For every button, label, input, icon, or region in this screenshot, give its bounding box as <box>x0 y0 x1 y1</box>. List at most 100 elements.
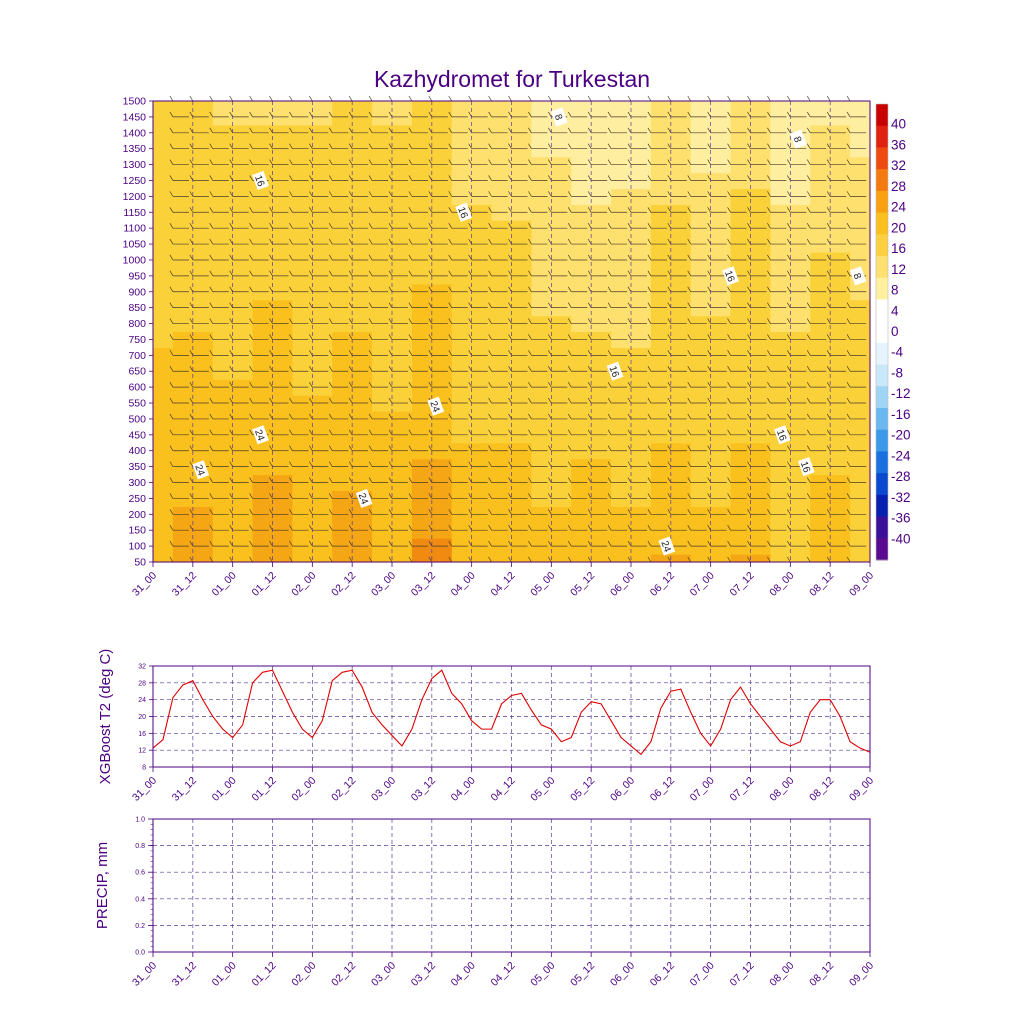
wind-barb-feather <box>548 445 552 451</box>
y-tick-label: 50 <box>134 557 146 569</box>
wind-barb-feather <box>408 318 413 324</box>
wind-barb-feather <box>687 413 692 420</box>
wind-barb-feather <box>846 254 851 261</box>
wind-barb-feather <box>548 397 552 404</box>
wind-barb-feather <box>289 509 293 515</box>
wind-barb-feather <box>328 238 333 245</box>
x-tick-label: 08_00 <box>767 775 796 804</box>
wind-barb-feather <box>826 111 831 118</box>
wind-barb-feather <box>707 127 711 133</box>
wind-barb-feather <box>846 302 851 308</box>
wind-barb-feather <box>368 525 373 531</box>
wind-barb-feather <box>309 238 313 245</box>
wind-barb-feather <box>448 207 453 213</box>
wind-barb-feather <box>806 381 811 388</box>
wind-barb-feather <box>229 366 233 372</box>
wind-barb-feather <box>647 286 652 292</box>
wind-barb-feather <box>548 477 552 483</box>
wind-barb-feather <box>727 175 731 181</box>
wind-barb-feather <box>328 397 333 404</box>
wind-barb-feather <box>209 334 214 340</box>
wind-barb-feather <box>747 302 751 308</box>
wind-barb-feather <box>787 111 791 118</box>
wind-barb-feather <box>428 302 433 308</box>
contour-label: 16 <box>774 425 791 445</box>
wind-barb-feather <box>209 143 214 149</box>
wind-barb-feather <box>846 525 851 531</box>
wind-barb-feather <box>727 334 731 340</box>
wind-barb-feather <box>806 207 811 213</box>
wind-barb-feather <box>806 254 811 261</box>
wind-barb-feather <box>309 350 313 356</box>
wind-barb-feather <box>468 461 472 467</box>
wind-barb-feather <box>548 95 552 102</box>
wind-barb-feather <box>189 238 194 245</box>
wind-barb-feather <box>647 477 652 483</box>
wind-barb-feather <box>229 175 233 181</box>
wind-barb-feather <box>249 461 253 467</box>
wind-barb-feather <box>607 222 612 229</box>
wind-barb-feather <box>607 111 612 118</box>
wind-barb-feather <box>627 127 632 133</box>
wind-barb-feather <box>846 493 851 499</box>
colorbar-box <box>876 169 888 192</box>
y-tick-label: 20 <box>138 714 146 721</box>
wind-barb-feather <box>627 191 632 197</box>
wind-barb-feather <box>269 238 273 245</box>
wind-barb-feather <box>229 95 233 102</box>
wind-barb-feather <box>528 254 532 261</box>
contour-label: 24 <box>252 425 269 445</box>
wind-barb-feather <box>607 397 612 404</box>
wind-barb-feather <box>169 238 174 245</box>
wind-barb-feather <box>428 429 433 436</box>
wind-barb-feather <box>627 286 632 292</box>
wind-barb-feather <box>408 302 413 308</box>
wind-barb-feather <box>627 207 632 213</box>
temperature-cell <box>770 101 811 110</box>
wind-barb-feather <box>468 445 472 451</box>
wind-barb-feather <box>587 254 592 261</box>
wind-barb-feather <box>767 334 771 340</box>
wind-barb-feather <box>189 175 194 181</box>
wind-barb-feather <box>309 270 313 277</box>
wind-barb-feather <box>368 350 373 356</box>
wind-barb-feather <box>528 175 532 181</box>
temperature-cell <box>153 172 174 190</box>
wind-barb-feather <box>647 222 652 229</box>
wind-barb-feather <box>747 397 751 404</box>
wind-barb-feather <box>707 445 711 451</box>
wind-barb-feather <box>269 334 273 340</box>
temperature-cell <box>172 101 214 110</box>
wind-barb-feather <box>647 381 652 388</box>
wind-barb-feather <box>209 318 214 324</box>
wind-barb-feather <box>448 445 453 451</box>
wind-barb-feather <box>787 556 791 563</box>
wind-barb-feather <box>806 175 811 181</box>
wind-barb-feather <box>587 540 592 547</box>
contour-label-bg <box>252 425 269 445</box>
y-tick-label: 550 <box>128 398 146 410</box>
wind-barb-feather <box>488 143 492 149</box>
wind-barb-feather <box>289 429 293 436</box>
wind-barb-feather <box>508 445 512 451</box>
wind-barb-feather <box>269 350 273 356</box>
wind-barb-feather <box>388 222 393 229</box>
wind-barb-feather <box>727 286 731 292</box>
wind-barb-feather <box>189 302 194 308</box>
wind-barb-feather <box>647 509 652 515</box>
x-tick-label: 04_00 <box>449 570 478 599</box>
wind-barb-feather <box>846 429 851 436</box>
wind-barb-feather <box>826 397 831 404</box>
wind-barb-feather <box>587 477 592 483</box>
wind-barb-feather <box>767 238 771 245</box>
wind-barb-feather <box>488 270 492 277</box>
contour-label-text: 8 <box>791 135 803 144</box>
wind-barb-feather <box>548 318 552 324</box>
wind-barb-feather <box>826 238 831 245</box>
wind-barb-feather <box>508 238 512 245</box>
x-tick-label: 08_12 <box>807 570 836 599</box>
x-tick-label: 05_12 <box>568 570 597 599</box>
wind-barb-feather <box>348 397 353 404</box>
wind-barb-feather <box>269 318 273 324</box>
wind-barb-feather <box>528 525 532 531</box>
